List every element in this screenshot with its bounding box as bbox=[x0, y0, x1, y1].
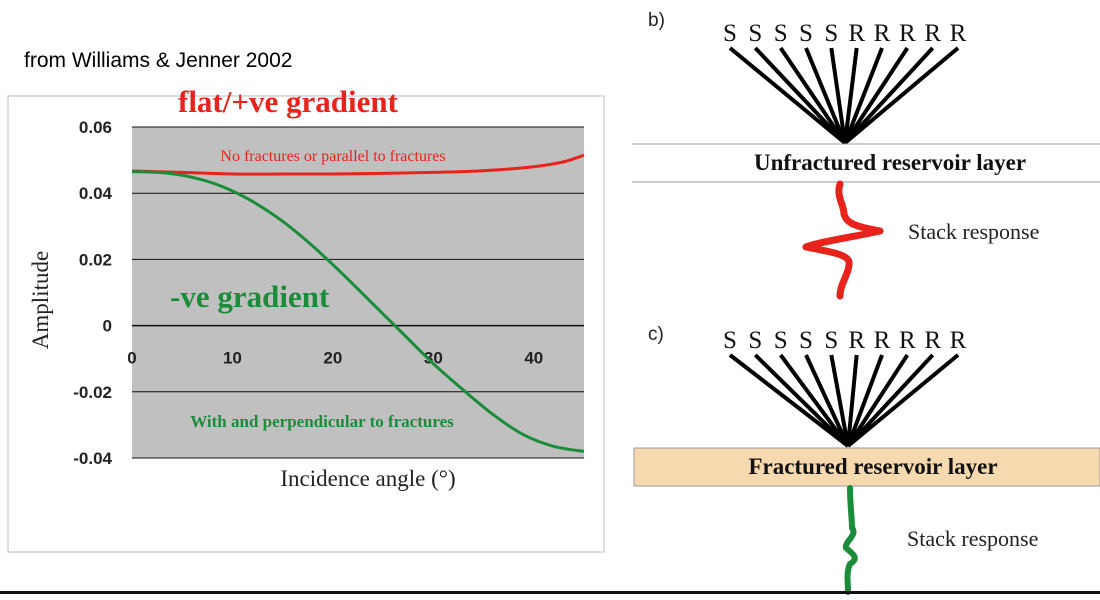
station-letter: S bbox=[799, 20, 813, 47]
panel-c-label: c) bbox=[648, 324, 664, 345]
ray-line bbox=[753, 46, 847, 145]
ray-line bbox=[843, 46, 960, 145]
ray-line bbox=[728, 46, 847, 145]
ray-line bbox=[843, 46, 935, 145]
gridlines bbox=[132, 126, 584, 459]
x-tick-label: 40 bbox=[524, 349, 543, 368]
ray-line bbox=[846, 353, 910, 448]
x-tick-label: 30 bbox=[424, 349, 443, 368]
panel-b-stack-label: Stack response bbox=[908, 219, 1039, 244]
bottom-rule bbox=[0, 591, 1100, 594]
ray-line bbox=[843, 47, 884, 144]
y-tick-label: 0.06 bbox=[79, 118, 112, 137]
ray-line bbox=[753, 353, 850, 448]
station-letter: S bbox=[799, 327, 813, 354]
annotation-no-fractures: No fractures or parallel to fractures bbox=[220, 148, 445, 165]
station-letter: S bbox=[723, 20, 737, 47]
ray-line bbox=[804, 47, 847, 144]
x-tick-label: 0 bbox=[127, 349, 136, 368]
station-letter: R bbox=[848, 20, 865, 47]
y-tick-label: -0.04 bbox=[73, 449, 112, 468]
x-tick-label: 10 bbox=[223, 349, 242, 368]
station-letter: S bbox=[774, 20, 788, 47]
x-axis-label: Incidence angle (°) bbox=[280, 466, 455, 491]
ray-line bbox=[779, 46, 847, 145]
ray-line bbox=[829, 47, 847, 144]
y-tick-label: 0 bbox=[103, 317, 112, 336]
station-letter: R bbox=[924, 327, 941, 354]
panel-b-label: b) bbox=[648, 10, 665, 31]
station-letter: R bbox=[924, 20, 941, 47]
station-letter: S bbox=[824, 327, 838, 354]
ray-line bbox=[804, 354, 850, 447]
panel-c-stack-label: Stack response bbox=[907, 526, 1038, 551]
series-layer bbox=[131, 153, 585, 453]
ray-line bbox=[843, 46, 910, 145]
y-tick-label: -0.02 bbox=[73, 383, 112, 402]
annotation-perpendicular: With and perpendicular to fractures bbox=[190, 412, 454, 431]
station-letter: R bbox=[899, 327, 916, 354]
station-letter: R bbox=[950, 20, 967, 47]
series-line-green bbox=[131, 170, 585, 453]
citation-label: from Williams & Jenner 2002 bbox=[24, 49, 292, 72]
ray-line bbox=[846, 354, 884, 447]
station-letter: S bbox=[824, 20, 838, 47]
station-letter: R bbox=[874, 327, 891, 354]
ray-line bbox=[843, 47, 859, 144]
annotation-neg-gradient: -ve gradient bbox=[170, 279, 330, 314]
station-letter: S bbox=[748, 20, 762, 47]
ray-line bbox=[846, 353, 960, 448]
y-tick-labels: 0.06 0.04 0.02 0 -0.02 -0.04 bbox=[73, 118, 112, 468]
series-line-red bbox=[131, 153, 585, 176]
panel-b-stack-wavelet bbox=[802, 180, 884, 300]
y-tick-label: 0.02 bbox=[79, 250, 112, 269]
panel-b-layer-label: Unfractured reservoir layer bbox=[754, 150, 1026, 175]
station-letter: R bbox=[874, 20, 891, 47]
ray-line bbox=[728, 353, 850, 448]
station-letter: S bbox=[748, 327, 762, 354]
y-axis-label: Amplitude bbox=[28, 251, 53, 349]
chart-panel: from Williams & Jenner 2002 0.06 0.04 0.02… bbox=[7, 49, 605, 553]
x-tick-label: 20 bbox=[323, 349, 342, 368]
station-letter: R bbox=[899, 20, 916, 47]
x-tick-labels: 0 10 20 30 40 bbox=[127, 349, 543, 368]
panel-c-ray-fan bbox=[728, 353, 960, 448]
panel-c-stack-wavelet bbox=[842, 485, 858, 595]
ray-line bbox=[829, 354, 850, 447]
station-letter: S bbox=[723, 327, 737, 354]
panel-c-layer-label: Fractured reservoir layer bbox=[748, 454, 997, 479]
panel-c-fractured-layer bbox=[633, 447, 1100, 487]
station-letter: S bbox=[774, 327, 788, 354]
panel-b-ray-fan bbox=[728, 46, 960, 145]
annotation-flat-gradient: flat/+ve gradient bbox=[178, 84, 399, 119]
station-letter: R bbox=[950, 327, 967, 354]
station-letter: R bbox=[848, 327, 865, 354]
ray-line bbox=[779, 353, 850, 448]
ray-line bbox=[846, 354, 859, 447]
y-tick-label: 0.04 bbox=[79, 184, 113, 203]
ray-line bbox=[846, 353, 935, 448]
